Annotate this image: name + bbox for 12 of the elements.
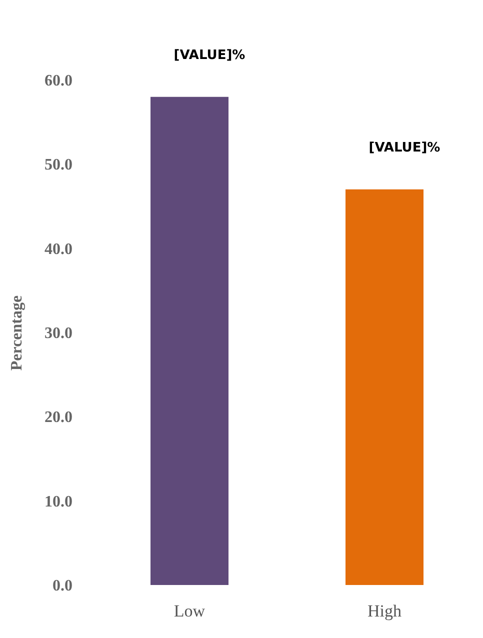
y-tick-label: 50.0: [44, 156, 72, 174]
y-tick-label: 20.0: [44, 409, 72, 426]
y-tick-label: 10.0: [44, 493, 72, 510]
data-label: [VALUE]%: [174, 48, 246, 63]
y-tick-label: 40.0: [44, 240, 72, 258]
y-tick-label: 30.0: [44, 325, 72, 342]
y-tick-label: 60.0: [44, 72, 72, 90]
x-tick-label: High: [368, 602, 402, 620]
x-tick-label: Low: [174, 602, 206, 620]
y-tick-label: 0.0: [52, 578, 72, 594]
data-label: [VALUE]%: [368, 140, 440, 156]
y-axis-title: Percentage: [8, 295, 26, 371]
